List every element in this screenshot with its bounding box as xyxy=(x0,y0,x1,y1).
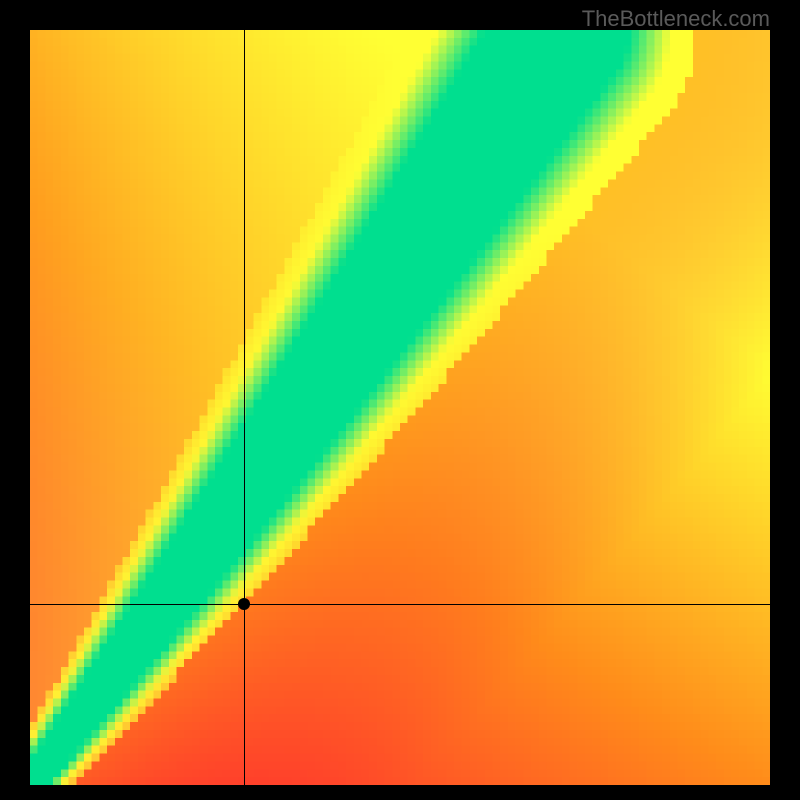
crosshair-horizontal xyxy=(30,604,770,605)
watermark-text: TheBottleneck.com xyxy=(582,6,770,32)
selection-marker xyxy=(238,598,250,610)
heatmap-plot xyxy=(30,30,770,785)
chart-frame: TheBottleneck.com xyxy=(0,0,800,800)
crosshair-vertical xyxy=(244,30,245,785)
heatmap-canvas xyxy=(30,30,770,785)
